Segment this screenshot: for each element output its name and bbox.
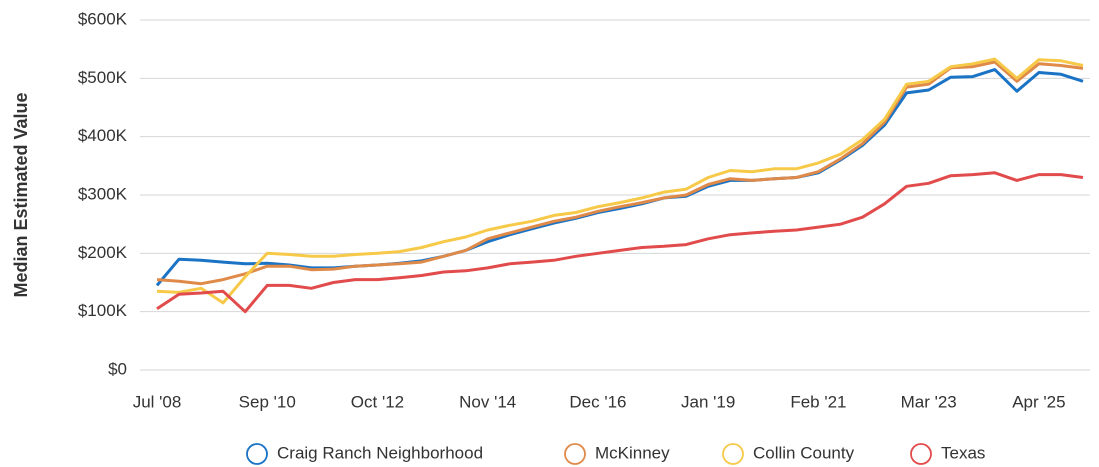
legend-label: McKinney: [595, 443, 670, 462]
x-tick-label: Mar '23: [901, 392, 957, 411]
legend-label: Collin County: [753, 443, 855, 462]
series-line: [156, 57, 1084, 305]
x-tick-label: Sep '10: [239, 392, 296, 411]
legend-marker: [564, 443, 586, 465]
y-tick-label: $0: [108, 359, 127, 378]
legend-marker: [246, 443, 268, 465]
x-tick-label: Nov '14: [459, 392, 516, 411]
x-tick-label: Jan '19: [681, 392, 735, 411]
y-tick-label: $600K: [78, 9, 128, 28]
y-tick-label: $500K: [78, 68, 128, 87]
series-line: [155, 68, 1084, 287]
x-tick-label: Oct '12: [351, 392, 404, 411]
x-tick-label: Dec '16: [569, 392, 626, 411]
x-tick-label: Feb '21: [790, 392, 846, 411]
y-tick-label: $400K: [78, 126, 128, 145]
y-axis-label: Median Estimated Value: [11, 92, 31, 297]
legend-label: Craig Ranch Neighborhood: [277, 443, 483, 462]
legend-marker: [722, 443, 744, 465]
y-tick-label: $300K: [78, 184, 128, 203]
legend-label: Texas: [941, 443, 985, 462]
y-tick-label: $100K: [78, 301, 128, 320]
x-tick-label: Apr '25: [1012, 392, 1065, 411]
series-line: [156, 60, 1084, 286]
legend-marker: [910, 443, 932, 465]
y-tick-label: $200K: [78, 243, 128, 262]
series-line: [156, 171, 1084, 314]
x-tick-label: Jul '08: [133, 392, 182, 411]
